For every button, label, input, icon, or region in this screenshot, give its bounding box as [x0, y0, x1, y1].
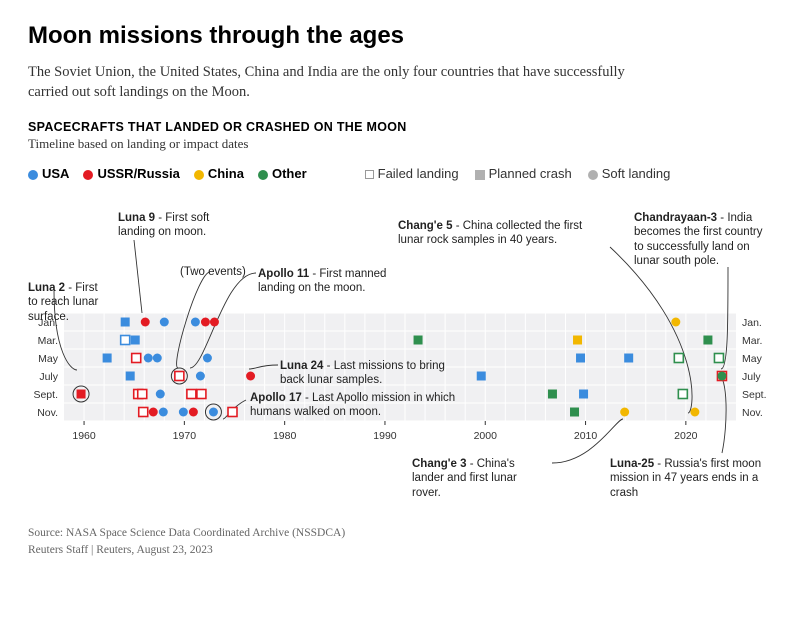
- legend-outcome-square: Planned crash: [475, 166, 572, 181]
- svg-text:1970: 1970: [173, 430, 197, 442]
- footer: Source: NASA Space Science Data Coordina…: [28, 525, 772, 560]
- legend-outcome-circle: Soft landing: [588, 166, 671, 181]
- svg-text:July: July: [742, 371, 761, 383]
- svg-text:July: July: [39, 371, 58, 383]
- section-heading: SPACECRAFTS THAT LANDED OR CRASHED ON TH…: [28, 120, 772, 134]
- credit-line: Reuters Staff | Reuters, August 23, 2023: [28, 542, 772, 559]
- svg-text:2010: 2010: [574, 430, 598, 442]
- legend-item-china: China: [194, 166, 244, 181]
- page-title: Moon missions through the ages: [28, 22, 772, 50]
- section-sub: Timeline based on landing or impact date…: [28, 136, 772, 152]
- legend-countries: USA USSR/Russia China Other: [28, 166, 307, 181]
- svg-text:Mar.: Mar.: [742, 335, 762, 347]
- legend-item-ussr: USSR/Russia: [83, 166, 179, 181]
- svg-text:Sept.: Sept.: [742, 389, 767, 401]
- legend-item-usa: USA: [28, 166, 69, 181]
- svg-text:Sept.: Sept.: [33, 389, 58, 401]
- svg-text:1960: 1960: [72, 430, 96, 442]
- svg-text:2000: 2000: [474, 430, 498, 442]
- legend-item-other: Other: [258, 166, 307, 181]
- legend-outcome-outline-square: Failed landing: [365, 166, 459, 181]
- svg-text:Jan.: Jan.: [742, 317, 762, 329]
- subtitle: The Soviet Union, the United States, Chi…: [28, 62, 648, 102]
- svg-text:2020: 2020: [674, 430, 698, 442]
- svg-text:Nov.: Nov.: [742, 407, 763, 419]
- source-line: Source: NASA Space Science Data Coordina…: [28, 525, 772, 542]
- svg-text:Nov.: Nov.: [37, 407, 58, 419]
- legend-outcomes: Failed landing Planned crash Soft landing: [365, 166, 671, 181]
- svg-text:May: May: [742, 353, 763, 365]
- legend-row: USA USSR/Russia China Other Failed landing P…: [28, 166, 772, 181]
- timeline-chart: Jan.Jan.Mar.Mar.MayMayJulyJulySept.Sept.…: [28, 195, 772, 515]
